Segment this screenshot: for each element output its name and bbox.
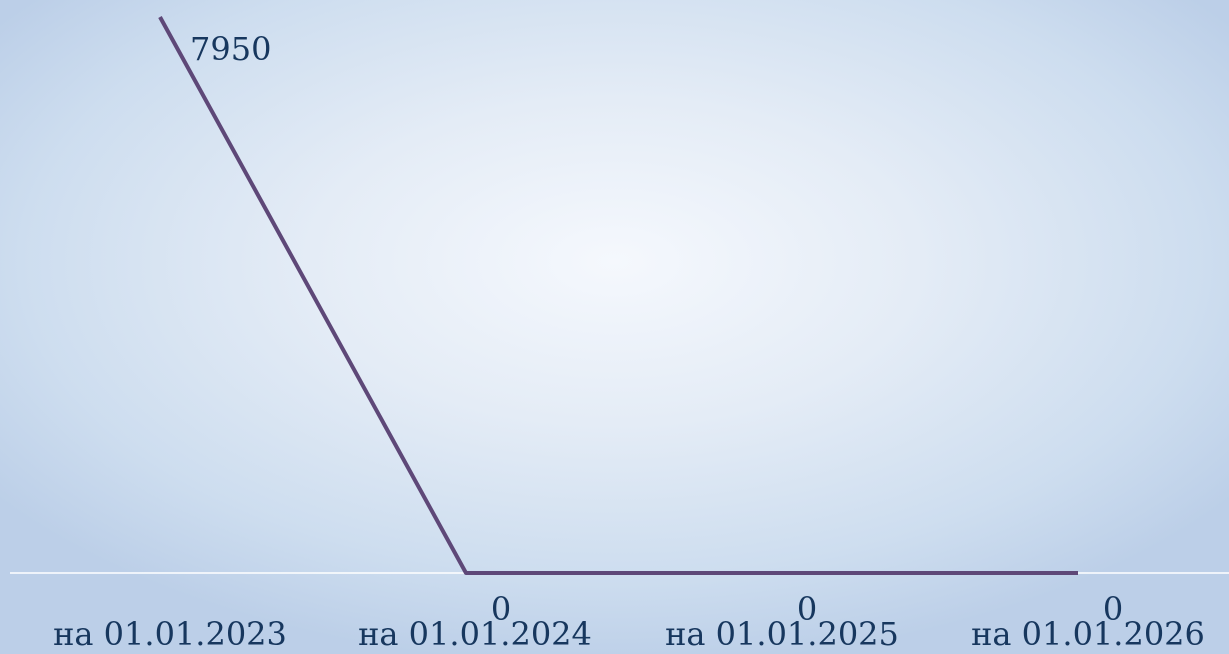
data-label: 0 bbox=[491, 590, 511, 628]
x-tick-label: на 01.01.2024 bbox=[358, 615, 592, 653]
data-label: 0 bbox=[797, 590, 817, 628]
data-labels: 7950 0 0 0 bbox=[190, 30, 1123, 628]
x-tick-label: на 01.01.2026 bbox=[971, 615, 1205, 653]
series-line bbox=[158, 16, 1078, 575]
x-tick-label: на 01.01.2025 bbox=[665, 615, 899, 653]
x-tick-label: на 01.01.2023 bbox=[53, 615, 287, 653]
data-label: 0 bbox=[1103, 590, 1123, 628]
data-label: 7950 bbox=[190, 30, 271, 68]
x-tick-labels: на 01.01.2023 на 01.01.2024 на 01.01.2025 н… bbox=[53, 615, 1205, 653]
